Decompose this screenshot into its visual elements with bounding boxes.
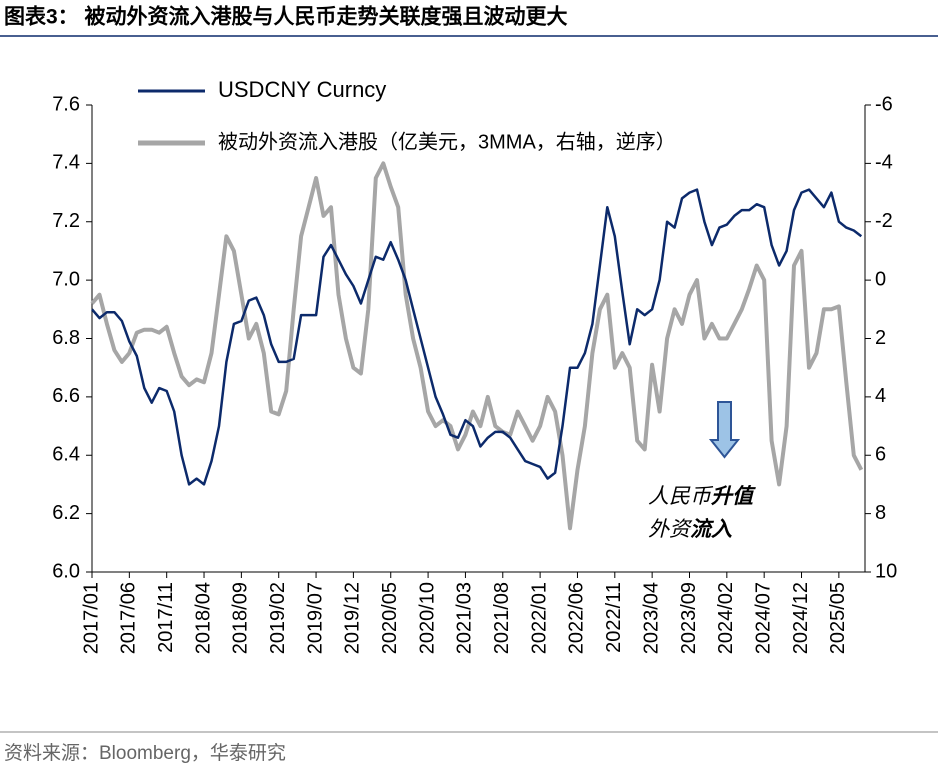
- x-tick-label: 2023/04: [640, 582, 662, 654]
- y-tick-label: 6.2: [52, 502, 80, 524]
- x-tick-label: 2022/01: [528, 582, 550, 654]
- y-tick-label: 6.0: [52, 560, 80, 582]
- y2-tick-label: 10: [875, 560, 897, 582]
- y2-tick-label: 0: [875, 268, 886, 290]
- source: 资料来源：Bloomberg，华泰研究: [4, 742, 286, 764]
- x-tick-label: 2022/06: [566, 582, 588, 654]
- y-tick-label: 7.0: [52, 268, 80, 290]
- legend-label: 被动外资流入港股（亿美元，3MMA，右轴，逆序）: [218, 130, 676, 153]
- y2-tick-label: -4: [875, 152, 893, 174]
- x-tick-label: 2018/04: [192, 582, 214, 654]
- line-series: [90, 161, 864, 531]
- legend-label: USDCNY Curncy: [218, 77, 386, 102]
- x-tick-label: 2019/12: [342, 582, 364, 654]
- y2-tick-label: 2: [875, 327, 886, 349]
- y2-tick-label: 6: [875, 444, 886, 466]
- x-tick-label: 2020/10: [416, 582, 438, 654]
- y2-tick-label: 4: [875, 385, 886, 407]
- x-tick-label: 2024/02: [715, 582, 737, 654]
- arrow: [708, 401, 741, 459]
- annotation-text: 流入: [690, 517, 732, 541]
- x-tick-label: 2018/09: [230, 582, 252, 654]
- line-series: [91, 188, 863, 486]
- x-tick-label: 2023/09: [678, 582, 700, 654]
- x-tick-label: 2019/02: [267, 582, 289, 654]
- annotation-text: 外资: [648, 518, 693, 541]
- annotation: 人民币升值: [648, 484, 756, 508]
- y2-tick-label: 8: [875, 502, 886, 524]
- y-tick-label: 6.6: [52, 385, 80, 407]
- chart-title: 图表3： 被动外资流入港股与人民币走势关联度强且波动更大: [4, 5, 568, 29]
- annotation-text: 升值: [711, 484, 756, 508]
- x-tick-label: 2024/12: [790, 582, 812, 654]
- x-tick-label: 2017/06: [118, 582, 140, 654]
- annotation: 外资流入: [648, 517, 732, 541]
- x-tick-label: 2017/01: [80, 582, 102, 654]
- x-tick-label: 2017/11: [155, 582, 177, 653]
- y-tick-label: 6.4: [52, 444, 80, 466]
- x-tick-label: 2024/07: [752, 582, 774, 654]
- x-tick-label: 2021/03: [454, 582, 476, 654]
- y-tick-label: 7.6: [52, 93, 80, 115]
- y-tick-label: 7.2: [52, 210, 80, 232]
- x-tick-label: 2022/11: [603, 582, 625, 653]
- y2-tick-label: -6: [875, 93, 893, 115]
- y-tick-label: 7.4: [52, 152, 80, 174]
- x-tick-label: 2019/07: [304, 582, 326, 654]
- y-tick-label: 6.8: [52, 327, 80, 349]
- annotation-text: 人民币: [648, 485, 714, 508]
- x-tick-label: 2020/05: [379, 582, 401, 654]
- x-tick-label: 2021/08: [491, 582, 513, 654]
- y2-tick-label: -2: [875, 210, 893, 232]
- x-tick-label: 2025/05: [827, 582, 849, 654]
